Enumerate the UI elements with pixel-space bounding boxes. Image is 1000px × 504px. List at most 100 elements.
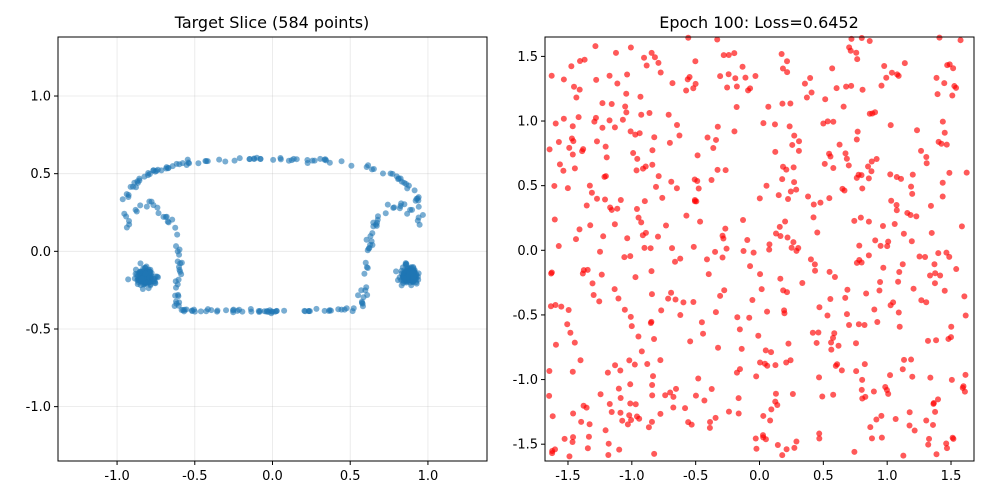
scatter-point xyxy=(906,409,913,416)
scatter-point xyxy=(772,148,779,155)
scatter-point xyxy=(830,334,837,341)
scatter-point xyxy=(150,167,157,174)
scatter-point xyxy=(957,37,964,44)
scatter-point xyxy=(608,101,615,108)
scatter-point xyxy=(552,120,559,127)
scatter-point xyxy=(828,346,835,353)
scatter-point xyxy=(766,241,773,248)
scatter-point xyxy=(871,306,878,313)
scatter-point xyxy=(933,451,940,458)
scatter-point xyxy=(932,408,939,415)
scatter-point xyxy=(566,453,573,460)
scatter-point xyxy=(611,221,618,228)
scatter-point xyxy=(648,49,655,56)
y-tick-label: 1.5 xyxy=(517,50,538,65)
scatter-point xyxy=(358,287,365,294)
scatter-point xyxy=(627,313,634,320)
scatter-point xyxy=(257,155,264,162)
scatter-point xyxy=(624,71,631,78)
scatter-point xyxy=(904,209,911,216)
scatter-point xyxy=(710,144,717,151)
scatter-point xyxy=(910,285,917,292)
scatter-point xyxy=(859,185,866,192)
scatter-point xyxy=(779,452,786,459)
scatter-point xyxy=(576,86,583,93)
scatter-point xyxy=(896,269,903,276)
scatter-point xyxy=(605,452,612,459)
scatter-point xyxy=(565,307,572,314)
scatter-point xyxy=(606,117,613,124)
scatter-point xyxy=(132,266,139,273)
scatter-point xyxy=(137,260,144,267)
scatter-point xyxy=(142,270,149,277)
scatter-point xyxy=(868,158,875,165)
scatter-point xyxy=(908,183,915,190)
scatter-point xyxy=(842,150,849,157)
scatter-point xyxy=(623,90,630,97)
scatter-point xyxy=(251,156,258,162)
scatter-point xyxy=(791,132,798,139)
scatter-point xyxy=(564,185,571,192)
scatter-point xyxy=(548,72,555,79)
scatter-point xyxy=(632,274,639,281)
scatter-point xyxy=(632,401,639,408)
scatter-point xyxy=(791,179,798,186)
scatter-point xyxy=(127,183,134,190)
scatter-point xyxy=(606,72,613,79)
scatter-point xyxy=(866,37,873,44)
scatter-point xyxy=(736,326,743,333)
x-tick-label: 1.5 xyxy=(941,469,962,484)
scatter-point xyxy=(578,418,585,425)
scatter-point xyxy=(868,168,875,175)
scatter-point xyxy=(846,322,853,329)
scatter-point xyxy=(584,445,591,452)
scatter-point xyxy=(551,216,558,223)
scatter-point xyxy=(962,371,969,378)
scatter-point xyxy=(793,186,800,193)
scatter-point xyxy=(827,296,834,302)
scatter-point xyxy=(633,167,640,174)
y-tick-label: 0.0 xyxy=(30,245,51,260)
scatter-point xyxy=(774,442,781,449)
scatter-point xyxy=(123,213,130,220)
y-tick-label: -1.0 xyxy=(513,373,538,388)
scatter-point xyxy=(931,261,938,268)
scatter-point xyxy=(822,96,829,103)
scatter-point xyxy=(708,177,715,184)
scatter-point xyxy=(638,348,645,355)
x-tick-label: -0.5 xyxy=(182,469,207,484)
y-tick-label: -1.5 xyxy=(513,438,538,453)
scatter-point xyxy=(881,62,888,69)
scatter-point xyxy=(787,188,794,195)
y-tick-label: 1.0 xyxy=(30,90,51,105)
scatter-point xyxy=(758,286,765,293)
scatter-point xyxy=(923,299,930,306)
scatter-point xyxy=(585,433,592,440)
scatter-point xyxy=(772,398,779,405)
scatter-point xyxy=(753,373,760,380)
scatter-point xyxy=(341,306,348,313)
scatter-point xyxy=(561,435,568,442)
scatter-point xyxy=(722,225,729,232)
x-tick-label: 0.5 xyxy=(813,469,834,484)
scatter-point xyxy=(695,185,702,192)
scatter-point xyxy=(853,340,859,347)
scatter-point xyxy=(793,247,800,254)
scatter-point xyxy=(415,203,422,210)
scatter-point xyxy=(407,206,414,213)
scatter-point xyxy=(649,382,656,389)
scatter-point xyxy=(401,179,408,186)
scatter-point xyxy=(659,194,666,201)
scatter-point xyxy=(608,408,615,415)
scatter-point xyxy=(927,272,934,279)
scatter-point xyxy=(175,276,182,283)
scatter-point xyxy=(853,368,860,375)
scatter-point xyxy=(948,376,955,383)
scatter-point xyxy=(843,155,850,162)
scatter-point xyxy=(899,261,906,268)
scatter-point xyxy=(685,34,692,41)
scatter-point xyxy=(793,438,800,445)
scatter-point xyxy=(627,128,634,135)
scatter-point xyxy=(555,139,562,146)
